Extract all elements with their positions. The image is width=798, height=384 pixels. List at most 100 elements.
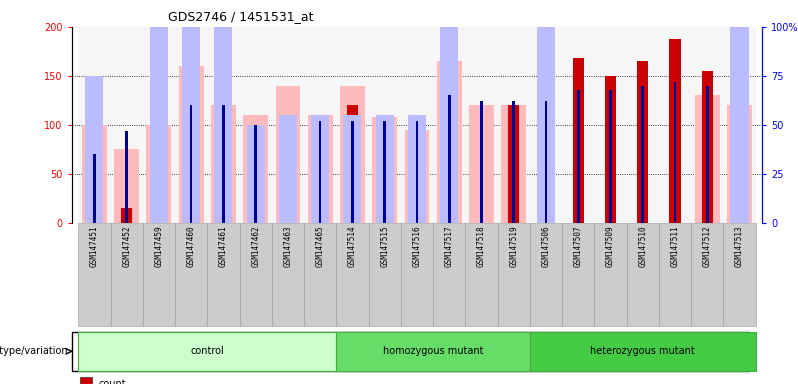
Text: GSM147465: GSM147465 (316, 226, 325, 267)
Bar (239, 223, 272, 326)
Bar (626, 223, 659, 326)
Bar (336, 27, 369, 223)
Bar (215, 7, 232, 223)
Bar (545, 101, 547, 223)
Bar (340, 86, 365, 223)
Bar (179, 66, 203, 223)
Bar (369, 27, 401, 223)
Bar (336, 332, 530, 371)
Bar (433, 223, 465, 326)
Bar (701, 71, 713, 223)
Text: genotype/variation: genotype/variation (0, 346, 68, 356)
Text: GSM147514: GSM147514 (348, 226, 357, 267)
Bar (562, 27, 595, 223)
Bar (670, 39, 681, 223)
Bar (573, 58, 584, 223)
Bar (376, 115, 393, 223)
Text: GSM147506: GSM147506 (542, 226, 551, 267)
Bar (218, 149, 229, 223)
Bar (311, 115, 330, 223)
Text: control: control (191, 346, 224, 356)
Bar (465, 223, 498, 326)
Bar (150, 27, 168, 223)
Bar (727, 105, 752, 223)
Text: GSM147461: GSM147461 (219, 226, 228, 267)
Bar (111, 223, 143, 326)
Bar (147, 125, 172, 223)
Bar (304, 27, 336, 223)
Bar (577, 89, 579, 223)
Bar (691, 223, 723, 326)
Bar (351, 121, 354, 223)
Bar (239, 27, 272, 223)
Bar (595, 223, 626, 326)
Bar (498, 27, 530, 223)
Bar (405, 130, 429, 223)
Text: GSM147509: GSM147509 (606, 226, 615, 267)
Bar (659, 223, 691, 326)
Bar (78, 223, 111, 326)
Bar (143, 223, 175, 326)
Bar (247, 125, 265, 223)
Text: GSM147515: GSM147515 (380, 226, 389, 267)
Bar (440, 0, 458, 223)
Text: GSM147460: GSM147460 (187, 226, 196, 267)
Bar (642, 86, 644, 223)
Text: GSM147511: GSM147511 (670, 226, 680, 267)
Bar (530, 27, 562, 223)
Bar (695, 95, 720, 223)
Bar (416, 121, 418, 223)
Bar (659, 27, 691, 223)
Text: GSM147459: GSM147459 (154, 226, 164, 267)
Bar (512, 101, 515, 223)
Text: heterozygous mutant: heterozygous mutant (591, 346, 695, 356)
Bar (401, 27, 433, 223)
Bar (78, 27, 111, 223)
Bar (182, 0, 200, 223)
Bar (540, 95, 551, 223)
Bar (272, 27, 304, 223)
Bar (85, 76, 104, 223)
Bar (674, 82, 676, 223)
Bar (469, 105, 494, 223)
Bar (222, 105, 225, 223)
Bar (255, 125, 257, 223)
Bar (437, 61, 461, 223)
Bar (275, 86, 300, 223)
Bar (308, 115, 333, 223)
Bar (498, 223, 530, 326)
Bar (314, 120, 326, 223)
Bar (401, 223, 433, 326)
Bar (211, 105, 236, 223)
Bar (465, 27, 498, 223)
Bar (730, 0, 749, 223)
Text: GSM147518: GSM147518 (477, 226, 486, 267)
Text: GDS2746 / 1451531_at: GDS2746 / 1451531_at (168, 10, 313, 23)
Bar (605, 76, 616, 223)
Bar (336, 223, 369, 326)
Bar (78, 332, 336, 371)
Text: GSM147519: GSM147519 (509, 226, 518, 267)
Bar (626, 27, 659, 223)
Bar (272, 223, 304, 326)
Text: GSM147513: GSM147513 (735, 226, 744, 267)
Bar (185, 105, 197, 223)
Bar (530, 223, 562, 326)
Text: homozygous mutant: homozygous mutant (383, 346, 484, 356)
Bar (562, 223, 595, 326)
Text: GSM147517: GSM147517 (444, 226, 454, 267)
Bar (121, 208, 132, 223)
Bar (383, 121, 386, 223)
Bar (143, 27, 175, 223)
Bar (448, 95, 451, 223)
Bar (691, 27, 723, 223)
Bar (444, 115, 455, 223)
Text: count: count (99, 379, 127, 384)
Bar (343, 115, 361, 223)
Bar (595, 27, 626, 223)
Text: GSM147507: GSM147507 (574, 226, 583, 267)
Bar (609, 89, 612, 223)
Bar (537, 0, 555, 223)
Bar (82, 125, 107, 223)
Text: GSM147462: GSM147462 (251, 226, 260, 267)
